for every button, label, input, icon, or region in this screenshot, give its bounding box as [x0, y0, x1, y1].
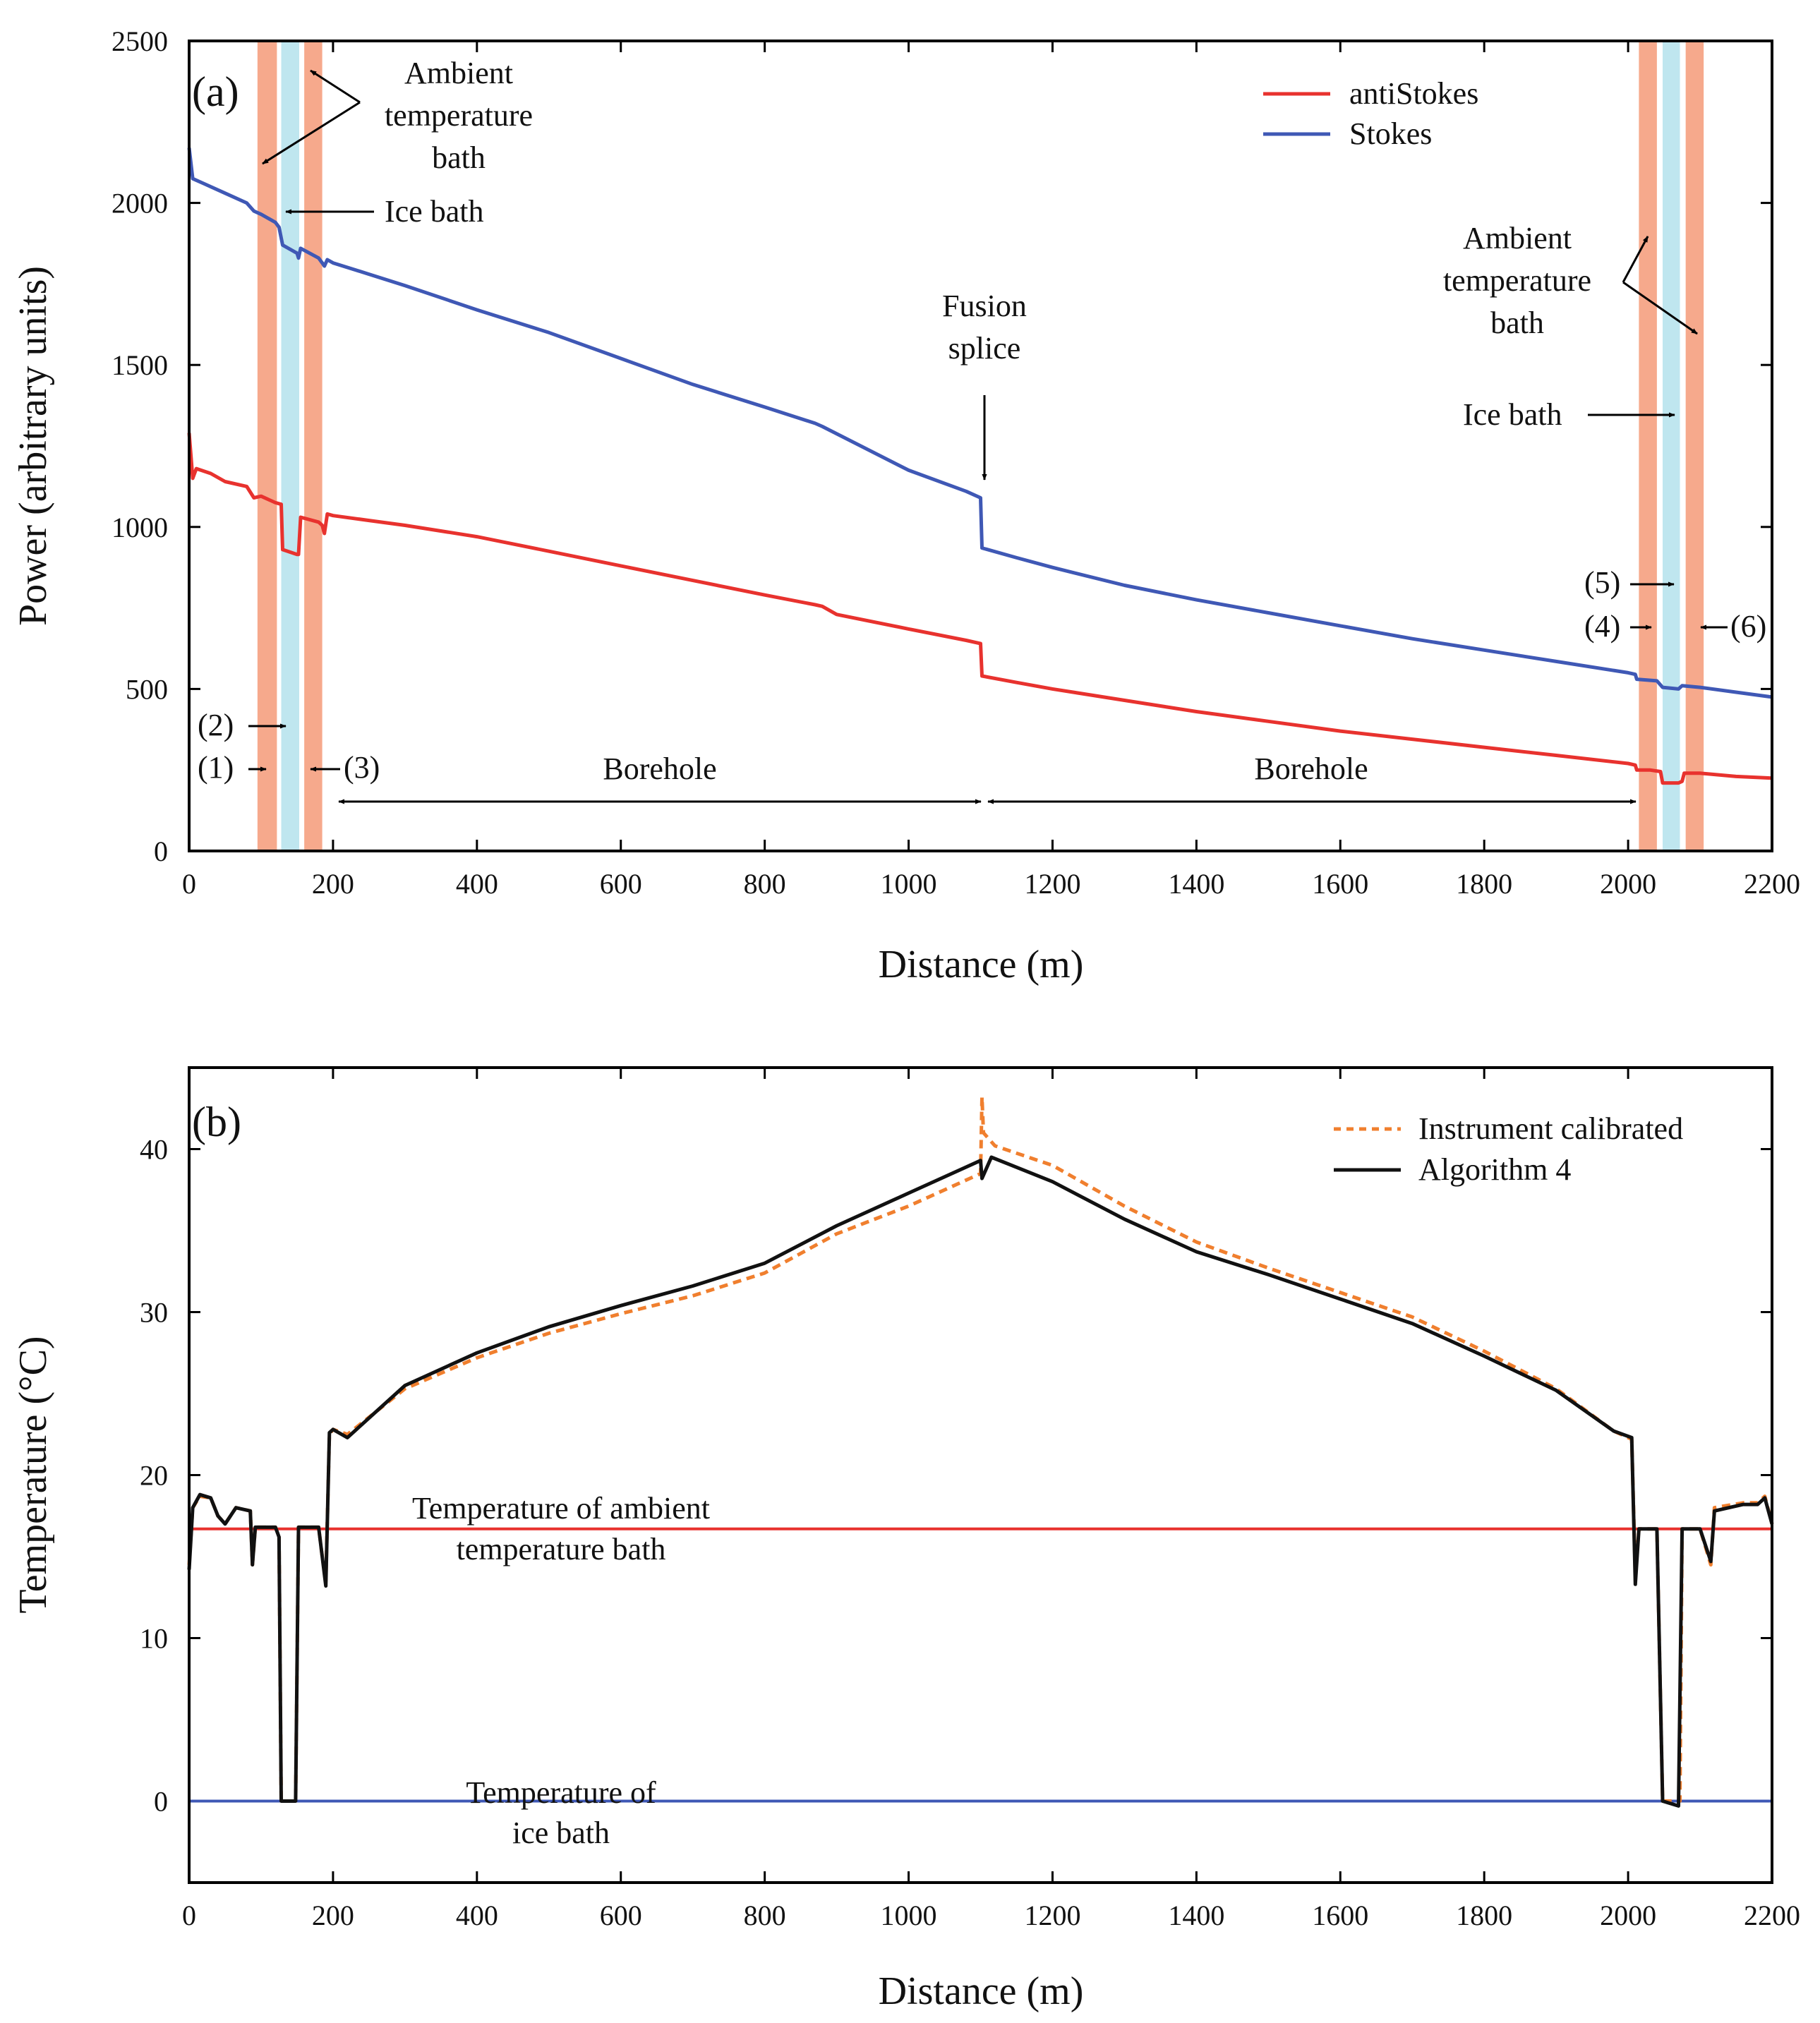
annotation-ambient-line-2: temperature bath — [457, 1532, 666, 1566]
ambient-bath-band — [1639, 41, 1657, 851]
legend-label-algorithm-4: Algorithm 4 — [1418, 1152, 1571, 1187]
y-axis-title: Temperature (°C) — [11, 1336, 55, 1613]
marker-4: (4) — [1584, 609, 1620, 644]
y-tick-label: 1500 — [112, 349, 168, 381]
x-tick-label: 1800 — [1456, 868, 1512, 900]
x-tick-label: 0 — [182, 1900, 196, 1931]
annotation-ambient-right-line-3: bath — [1490, 306, 1544, 340]
x-tick-label: 1600 — [1312, 868, 1368, 900]
annotation-borehole-left: Borehole — [603, 751, 716, 786]
y-axis-title: Power (arbitrary units) — [11, 266, 55, 626]
y-tick-label: 20 — [140, 1460, 168, 1492]
x-tick-label: 800 — [744, 868, 786, 900]
annotation-borehole-right: Borehole — [1254, 751, 1368, 786]
series-line-antistokes — [187, 433, 1773, 785]
annotation-ice-left: Ice bath — [385, 194, 483, 229]
x-tick-label: 800 — [744, 1900, 786, 1931]
x-tick-label: 1000 — [881, 1900, 937, 1931]
y-tick-label: 0 — [154, 835, 168, 867]
y-tick-label: 2500 — [112, 25, 168, 57]
data-series — [187, 147, 1773, 785]
legend-label-instrument-calibrated: Instrument calibrated — [1418, 1111, 1683, 1146]
x-tick-label: 400 — [456, 868, 498, 900]
annotation-ice-right: Ice bath — [1463, 397, 1562, 432]
x-tick-label: 1600 — [1312, 1900, 1368, 1931]
y-tick-label: 500 — [126, 673, 168, 705]
annotation-ambient-left-line-2: temperature — [385, 98, 533, 133]
series-line-algorithm-4 — [187, 1155, 1774, 1808]
plot-frame — [188, 40, 1773, 852]
x-tick-label: 200 — [312, 868, 354, 900]
y-tick-label: 40 — [140, 1134, 168, 1166]
x-axis-title: Distance (m) — [879, 943, 1084, 986]
y-tick-label: 2000 — [112, 188, 168, 219]
arrow-ambient-left-1 — [262, 101, 361, 165]
legend-label-antistokes: antiStokes — [1349, 76, 1478, 111]
panel-a-power-chart: 0 200 400 600 800 1000 1200 1400 1600 1800 2000 220… — [11, 25, 1800, 986]
x-tick-label: 2000 — [1600, 1900, 1656, 1931]
ambient-bath-band — [1685, 41, 1704, 851]
ambient-bath-band — [257, 41, 277, 851]
ice-bath-band — [1663, 41, 1680, 851]
annotation-fusion-line-2: splice — [948, 331, 1021, 366]
axis-ticks: 0 200 400 600 800 1000 1200 1400 1600 1800 2000 220… — [112, 25, 1800, 900]
marker-3: (3) — [344, 750, 380, 785]
x-tick-label: 1200 — [1024, 1900, 1080, 1931]
annotation-ambient-left-line-1: Ambient — [404, 56, 513, 90]
annotation-ambient-right-line-2: temperature — [1443, 263, 1591, 298]
x-tick-label: 400 — [456, 1900, 498, 1931]
x-tick-label: 1000 — [881, 868, 937, 900]
panel-b-temperature-chart: 0 200 400 600 800 1000 1200 1400 1600 1800 2000 220… — [11, 1066, 1800, 2013]
legend-label-stokes: Stokes — [1349, 116, 1432, 151]
marker-1: (1) — [198, 750, 234, 785]
panel-label: (a) — [192, 68, 239, 115]
legend: antiStokes Stokes — [1263, 76, 1478, 151]
arrow-ambient-right-1 — [1622, 236, 1649, 283]
legend: Instrument calibrated Algorithm 4 — [1334, 1111, 1683, 1187]
reference-lines — [189, 1527, 1772, 1803]
axis-ticks: 0 200 400 600 800 1000 1200 1400 1600 1800 2000 220… — [140, 1068, 1800, 1931]
x-tick-label: 2200 — [1744, 1900, 1800, 1931]
x-tick-label: 1200 — [1024, 868, 1080, 900]
y-tick-label: 1000 — [112, 512, 168, 543]
annotation-ice-line-1: Temperature of — [466, 1775, 656, 1810]
y-tick-label: 30 — [140, 1297, 168, 1329]
annotation-fusion-line-1: Fusion — [942, 289, 1027, 323]
marker-5: (5) — [1584, 565, 1620, 600]
plot-frame — [188, 1066, 1773, 1884]
annotation-ambient-line-1: Temperature of ambient — [412, 1491, 710, 1526]
ambient-bath-band — [304, 41, 323, 851]
x-tick-label: 1800 — [1456, 1900, 1512, 1931]
annotation-ambient-right-line-1: Ambient — [1463, 221, 1572, 255]
x-tick-label: 1400 — [1168, 1900, 1224, 1931]
calibration-bath-bands — [257, 41, 1704, 851]
y-tick-label: 0 — [154, 1786, 168, 1818]
x-tick-label: 600 — [600, 1900, 642, 1931]
x-tick-label: 2000 — [1600, 868, 1656, 900]
series-line-stokes — [187, 147, 1773, 699]
x-tick-label: 2200 — [1744, 868, 1800, 900]
annotation-ice-line-2: ice bath — [512, 1816, 610, 1850]
ice-bath-band — [281, 41, 299, 851]
data-series — [187, 1095, 1774, 1808]
arrow-ambient-right-2 — [1622, 281, 1698, 335]
x-axis-title: Distance (m) — [879, 1969, 1084, 2013]
arrow-ambient-left-2 — [310, 69, 361, 104]
x-tick-label: 1400 — [1168, 868, 1224, 900]
x-tick-label: 600 — [600, 868, 642, 900]
x-tick-label: 0 — [182, 868, 196, 900]
marker-6: (6) — [1730, 609, 1766, 644]
marker-2: (2) — [198, 708, 234, 742]
x-tick-label: 200 — [312, 1900, 354, 1931]
annotation-ambient-left-line-3: bath — [432, 140, 486, 175]
y-tick-label: 10 — [140, 1623, 168, 1655]
series-line-instrument-calibrated — [187, 1095, 1774, 1803]
panel-label: (b) — [192, 1099, 241, 1145]
